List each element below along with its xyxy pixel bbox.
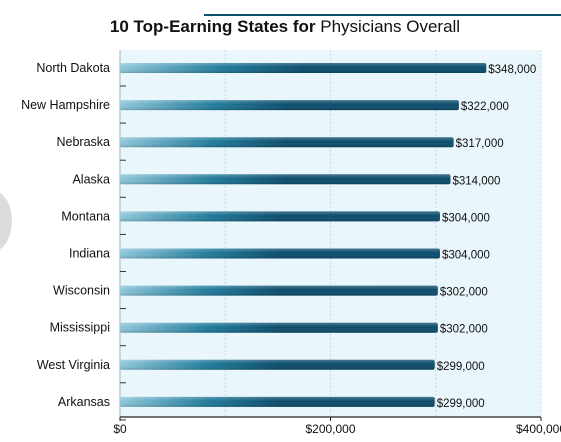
category-label: Wisconsin — [53, 284, 110, 298]
data-label: $348,000 — [488, 64, 536, 76]
bar-shading — [120, 211, 440, 222]
bar-shading — [120, 63, 487, 73]
data-label: $299,000 — [437, 361, 485, 373]
title-text: 10 Top-Earning States for Physicians Ove… — [102, 17, 468, 37]
data-label: $317,000 — [456, 138, 504, 150]
x-tick-label: $400,000 — [516, 422, 561, 436]
chart-title: 10 Top-Earning States for Physicians Ove… — [102, 6, 561, 38]
bar-shading — [120, 322, 438, 333]
axes — [119, 50, 542, 421]
data-label: $304,000 — [442, 250, 490, 262]
data-label: $302,000 — [440, 287, 488, 299]
x-tick-label: $0 — [113, 422, 127, 436]
category-label: Montana — [61, 209, 110, 223]
bar-shading — [120, 396, 435, 407]
data-label: $299,000 — [437, 398, 485, 410]
bar-shading — [120, 100, 459, 111]
bar-shading — [120, 137, 454, 148]
data-label: $302,000 — [440, 324, 488, 336]
category-label: Indiana — [69, 247, 110, 261]
data-label: $314,000 — [452, 175, 500, 187]
x-tick-label: $200,000 — [305, 422, 355, 436]
category-label: Arkansas — [58, 395, 110, 409]
category-label: North Dakota — [36, 61, 110, 75]
data-label: $322,000 — [461, 101, 509, 113]
bar-shading — [120, 359, 435, 370]
category-label: Alaska — [72, 172, 110, 186]
data-label: $304,000 — [442, 212, 490, 224]
bar-shading — [120, 248, 440, 259]
gridlines — [224, 50, 542, 417]
category-label: Nebraska — [57, 135, 111, 149]
category-label: West Virginia — [37, 358, 110, 372]
title-light-part: Physicians Overall — [320, 17, 461, 36]
bar-shading — [120, 174, 451, 185]
title-top-rule — [204, 14, 561, 16]
bars — [120, 63, 487, 407]
labels: $0 $200,000 $400,000 North Dakota $348,000 Ne… — [21, 61, 561, 436]
title-bold-part: 10 Top-Earning States for — [109, 17, 316, 36]
category-label: New Hampshire — [21, 98, 110, 112]
category-label: Mississippi — [50, 321, 110, 335]
background-circle-decoration — [0, 190, 12, 252]
bar-shading — [120, 285, 438, 296]
